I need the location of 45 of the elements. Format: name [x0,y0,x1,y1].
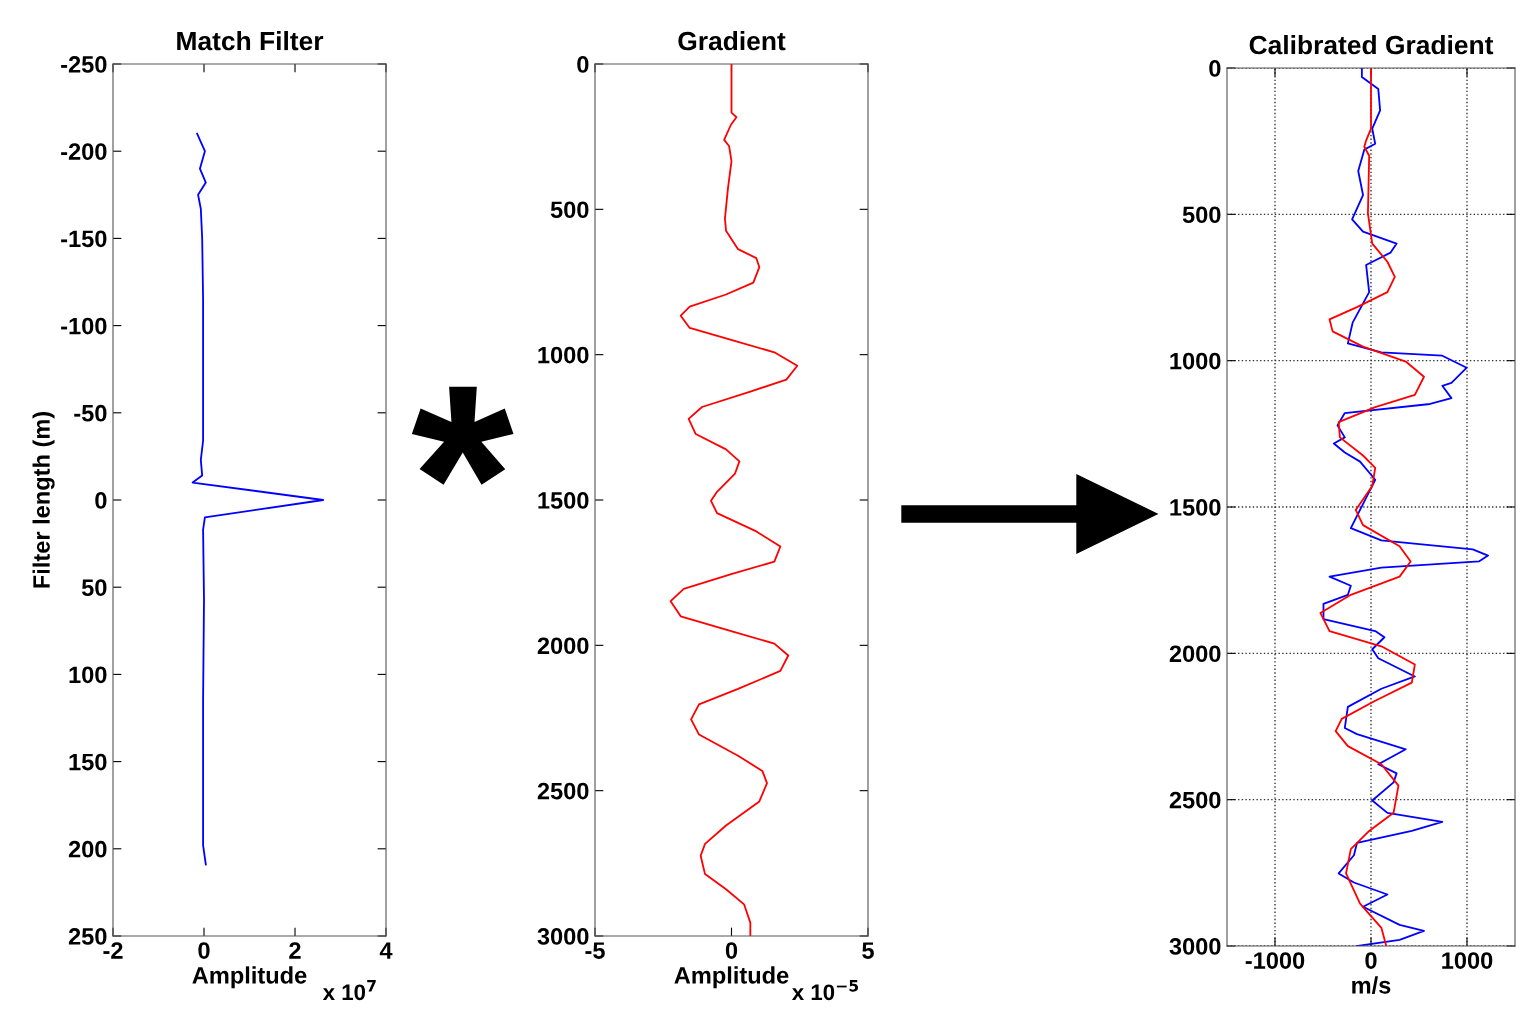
x-axis-title: m/s [1352,976,1391,994]
line-series [1319,68,1425,946]
x-tick-label: -1000 [1245,952,1305,969]
x-tick-label: 2 [289,942,301,959]
x-tick-label: 0 [1365,952,1377,969]
y-tick-label: 2500 [1169,791,1221,809]
y-tick-label: 0 [1209,60,1221,77]
y-tick-label: 1500 [1170,499,1221,516]
y-tick-label: 0 [95,492,107,509]
x-tick-label: 4 [379,942,393,959]
y-tick-label: -250 [61,56,107,73]
y-tick-label: 1000 [538,346,589,364]
chart-title: Calibrated Gradient [1249,34,1494,55]
y-tick-label: 3000 [1169,938,1221,955]
y-tick-label: 150 [69,753,107,771]
y-tick-label: -200 [61,143,107,160]
y-tick-label: 2000 [537,637,589,655]
y-axis-title: Filter length (m) [32,411,55,588]
x-tick-label: 0 [725,942,738,959]
y-tick-label: 100 [69,666,107,684]
x-tick-label: 0 [198,942,210,959]
x-tick-label: 1000 [1442,952,1493,969]
chart-title: Gradient [678,30,786,51]
y-tick-label: 1000 [1170,352,1221,370]
y-tick-label: 0 [577,56,589,73]
y-tick-label: -50 [74,404,107,422]
y-tick-label: 500 [1182,206,1221,224]
y-tick-label: 500 [550,201,589,219]
x-axis-title: Amplitude [192,966,307,989]
y-tick-label: 1500 [538,492,589,509]
text: * [411,386,514,485]
line-series [191,132,325,866]
y-tick-label: 200 [68,840,107,858]
y-tick-label: -100 [61,317,107,335]
text: x 10$^{7}$ [322,980,376,1001]
line-series [669,64,799,936]
chart-title: Match Filter [177,30,324,51]
y-tick-label: 2500 [537,782,589,800]
y-tick-label: 50 [81,579,107,596]
y-tick-label: 2000 [1169,645,1221,663]
x-tick-label: 5 [862,942,874,959]
text: x 10$^{−5}$ [791,980,859,1001]
line-series [1322,68,1489,946]
x-axis-title: Amplitude [674,966,789,989]
y-tick-label: -150 [61,230,107,248]
